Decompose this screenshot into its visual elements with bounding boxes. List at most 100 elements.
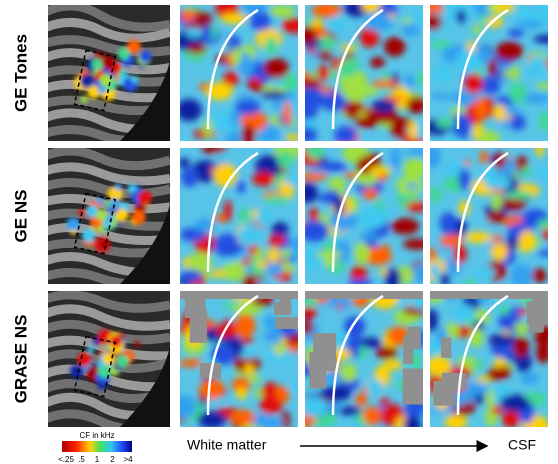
map-blob xyxy=(285,134,301,141)
masked-region xyxy=(442,373,466,389)
map-blob xyxy=(425,357,452,375)
map-blob xyxy=(370,57,385,68)
map-blob xyxy=(488,211,506,223)
map-blob xyxy=(535,83,557,90)
map-blob xyxy=(487,368,509,381)
map-blob xyxy=(367,87,378,95)
map-blob xyxy=(363,406,382,425)
map-blob xyxy=(390,147,401,169)
map-blob xyxy=(295,88,324,110)
row-label: GE NS xyxy=(11,190,30,243)
map-blob xyxy=(515,21,544,29)
map-blob xyxy=(307,142,324,160)
map-blob xyxy=(464,73,483,94)
patch-blob xyxy=(138,191,152,205)
patch-blob xyxy=(139,50,151,62)
masked-top xyxy=(180,291,298,299)
map-blob xyxy=(471,361,485,368)
brain-image xyxy=(40,5,170,141)
patch-blob xyxy=(106,215,114,223)
map-blob xyxy=(291,238,305,254)
map-blob xyxy=(417,71,428,86)
map-blob xyxy=(429,263,440,278)
map-blob xyxy=(230,409,254,425)
map-blob xyxy=(239,208,249,224)
colorbar-tick-label: .5 xyxy=(78,455,85,464)
cf-map xyxy=(177,141,304,291)
map-blob xyxy=(235,314,256,338)
map-blob xyxy=(295,127,318,143)
masked-region xyxy=(403,335,413,364)
map-blob xyxy=(254,416,283,429)
map-blob xyxy=(199,379,224,400)
map-blob xyxy=(500,394,530,412)
map-blob xyxy=(474,97,488,121)
map-blob xyxy=(180,10,196,22)
map-blob xyxy=(271,222,289,235)
map-blob xyxy=(245,363,255,376)
colorbar-tick-label: 1 xyxy=(95,455,100,464)
map-blob xyxy=(403,239,431,250)
map-blob xyxy=(519,230,535,252)
map-blob xyxy=(513,336,530,357)
map-blob xyxy=(535,140,544,156)
map-blob xyxy=(187,44,206,54)
cf-map xyxy=(420,0,558,145)
map-blob xyxy=(203,23,212,39)
map-blob xyxy=(178,158,190,168)
map-blob xyxy=(492,406,503,415)
map-blob xyxy=(284,178,302,185)
colorbar-tick-label: <.25 xyxy=(58,455,74,464)
map-blob xyxy=(281,18,309,33)
map-blob xyxy=(405,148,433,156)
figure: GE TonesGE NSGRASE NS CF in kHz <.25.512… xyxy=(0,0,558,464)
map-blob xyxy=(491,243,507,261)
cf-map xyxy=(168,286,305,436)
map-blob xyxy=(283,101,291,125)
patch-blob xyxy=(127,184,136,193)
map-blob xyxy=(391,218,420,235)
map-blob xyxy=(453,305,476,323)
map-blob xyxy=(429,186,441,202)
map-blob xyxy=(237,226,266,246)
map-blob xyxy=(181,167,199,187)
map-blob xyxy=(317,65,329,81)
masked-region xyxy=(275,317,298,329)
map-blob xyxy=(421,145,441,168)
patch-blob xyxy=(115,183,122,190)
map-blob xyxy=(249,78,261,88)
patch-blob xyxy=(110,335,122,347)
map-blob xyxy=(201,143,227,153)
map-blob xyxy=(176,99,202,121)
patch-blob xyxy=(97,225,104,232)
map-blob xyxy=(316,250,342,258)
map-blob xyxy=(329,15,346,35)
map-blob xyxy=(422,14,442,31)
cf-map xyxy=(421,140,557,287)
map-blob xyxy=(297,182,318,203)
masked-region xyxy=(403,369,426,405)
map-blob xyxy=(537,219,557,229)
map-blob xyxy=(256,208,270,226)
patch-blob xyxy=(80,74,94,88)
map-blob xyxy=(384,37,406,57)
map-blob xyxy=(264,58,290,79)
map-blob xyxy=(231,47,241,64)
map-blob xyxy=(379,397,389,405)
map-blob xyxy=(537,168,556,180)
map-blob xyxy=(252,172,275,186)
patch-blob xyxy=(99,74,112,87)
map-blob xyxy=(278,151,293,169)
map-blob xyxy=(403,415,421,434)
patch-blob xyxy=(96,197,103,204)
patch-blob xyxy=(81,96,88,103)
map-blob xyxy=(261,91,287,99)
map-blob xyxy=(492,195,502,211)
map-blob xyxy=(385,209,394,219)
map-blob xyxy=(539,111,551,130)
cf-map xyxy=(421,284,558,438)
map-blob xyxy=(270,5,295,17)
patch-blob xyxy=(132,211,146,225)
map-blob xyxy=(263,195,290,204)
map-blob xyxy=(508,29,524,38)
